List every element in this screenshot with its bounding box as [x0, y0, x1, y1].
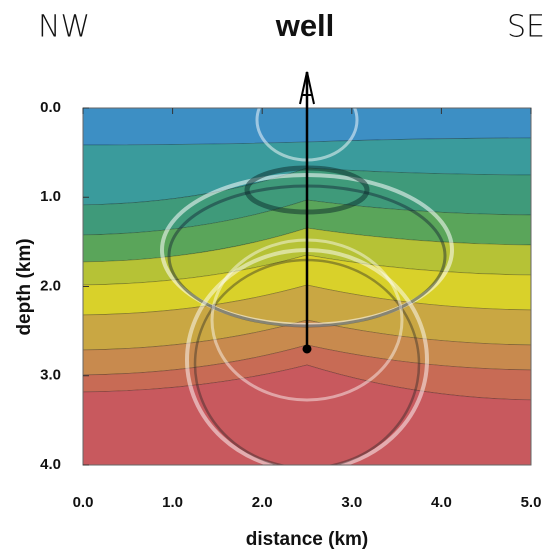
annotation: NW [38, 10, 90, 45]
x-tick-label: 5.0 [521, 494, 542, 511]
x-tick-label: 0.0 [73, 494, 94, 511]
x-tick-label: 2.0 [252, 494, 273, 511]
x-tick-label: 1.0 [162, 494, 183, 511]
layer [83, 137, 531, 206]
layer [83, 344, 531, 401]
well-bottom [302, 344, 312, 354]
x-axis-label: distance (km) [246, 529, 368, 550]
layer [83, 319, 531, 376]
layer [83, 364, 531, 465]
chart-title: well [275, 8, 335, 43]
annotation: SE [507, 10, 545, 45]
y-tick-label: 1.0 [40, 188, 61, 205]
layer [83, 167, 531, 236]
y-axis-label: depth (km) [14, 238, 35, 335]
layer [83, 199, 531, 263]
x-tick-label: 3.0 [341, 494, 362, 511]
y-tick-label: 3.0 [40, 367, 61, 384]
y-tick-label: 2.0 [40, 277, 61, 294]
y-tick-label: 4.0 [40, 456, 61, 473]
y-tick-label: 0.0 [40, 99, 61, 116]
x-tick-label: 4.0 [431, 494, 452, 511]
layer [83, 227, 531, 286]
